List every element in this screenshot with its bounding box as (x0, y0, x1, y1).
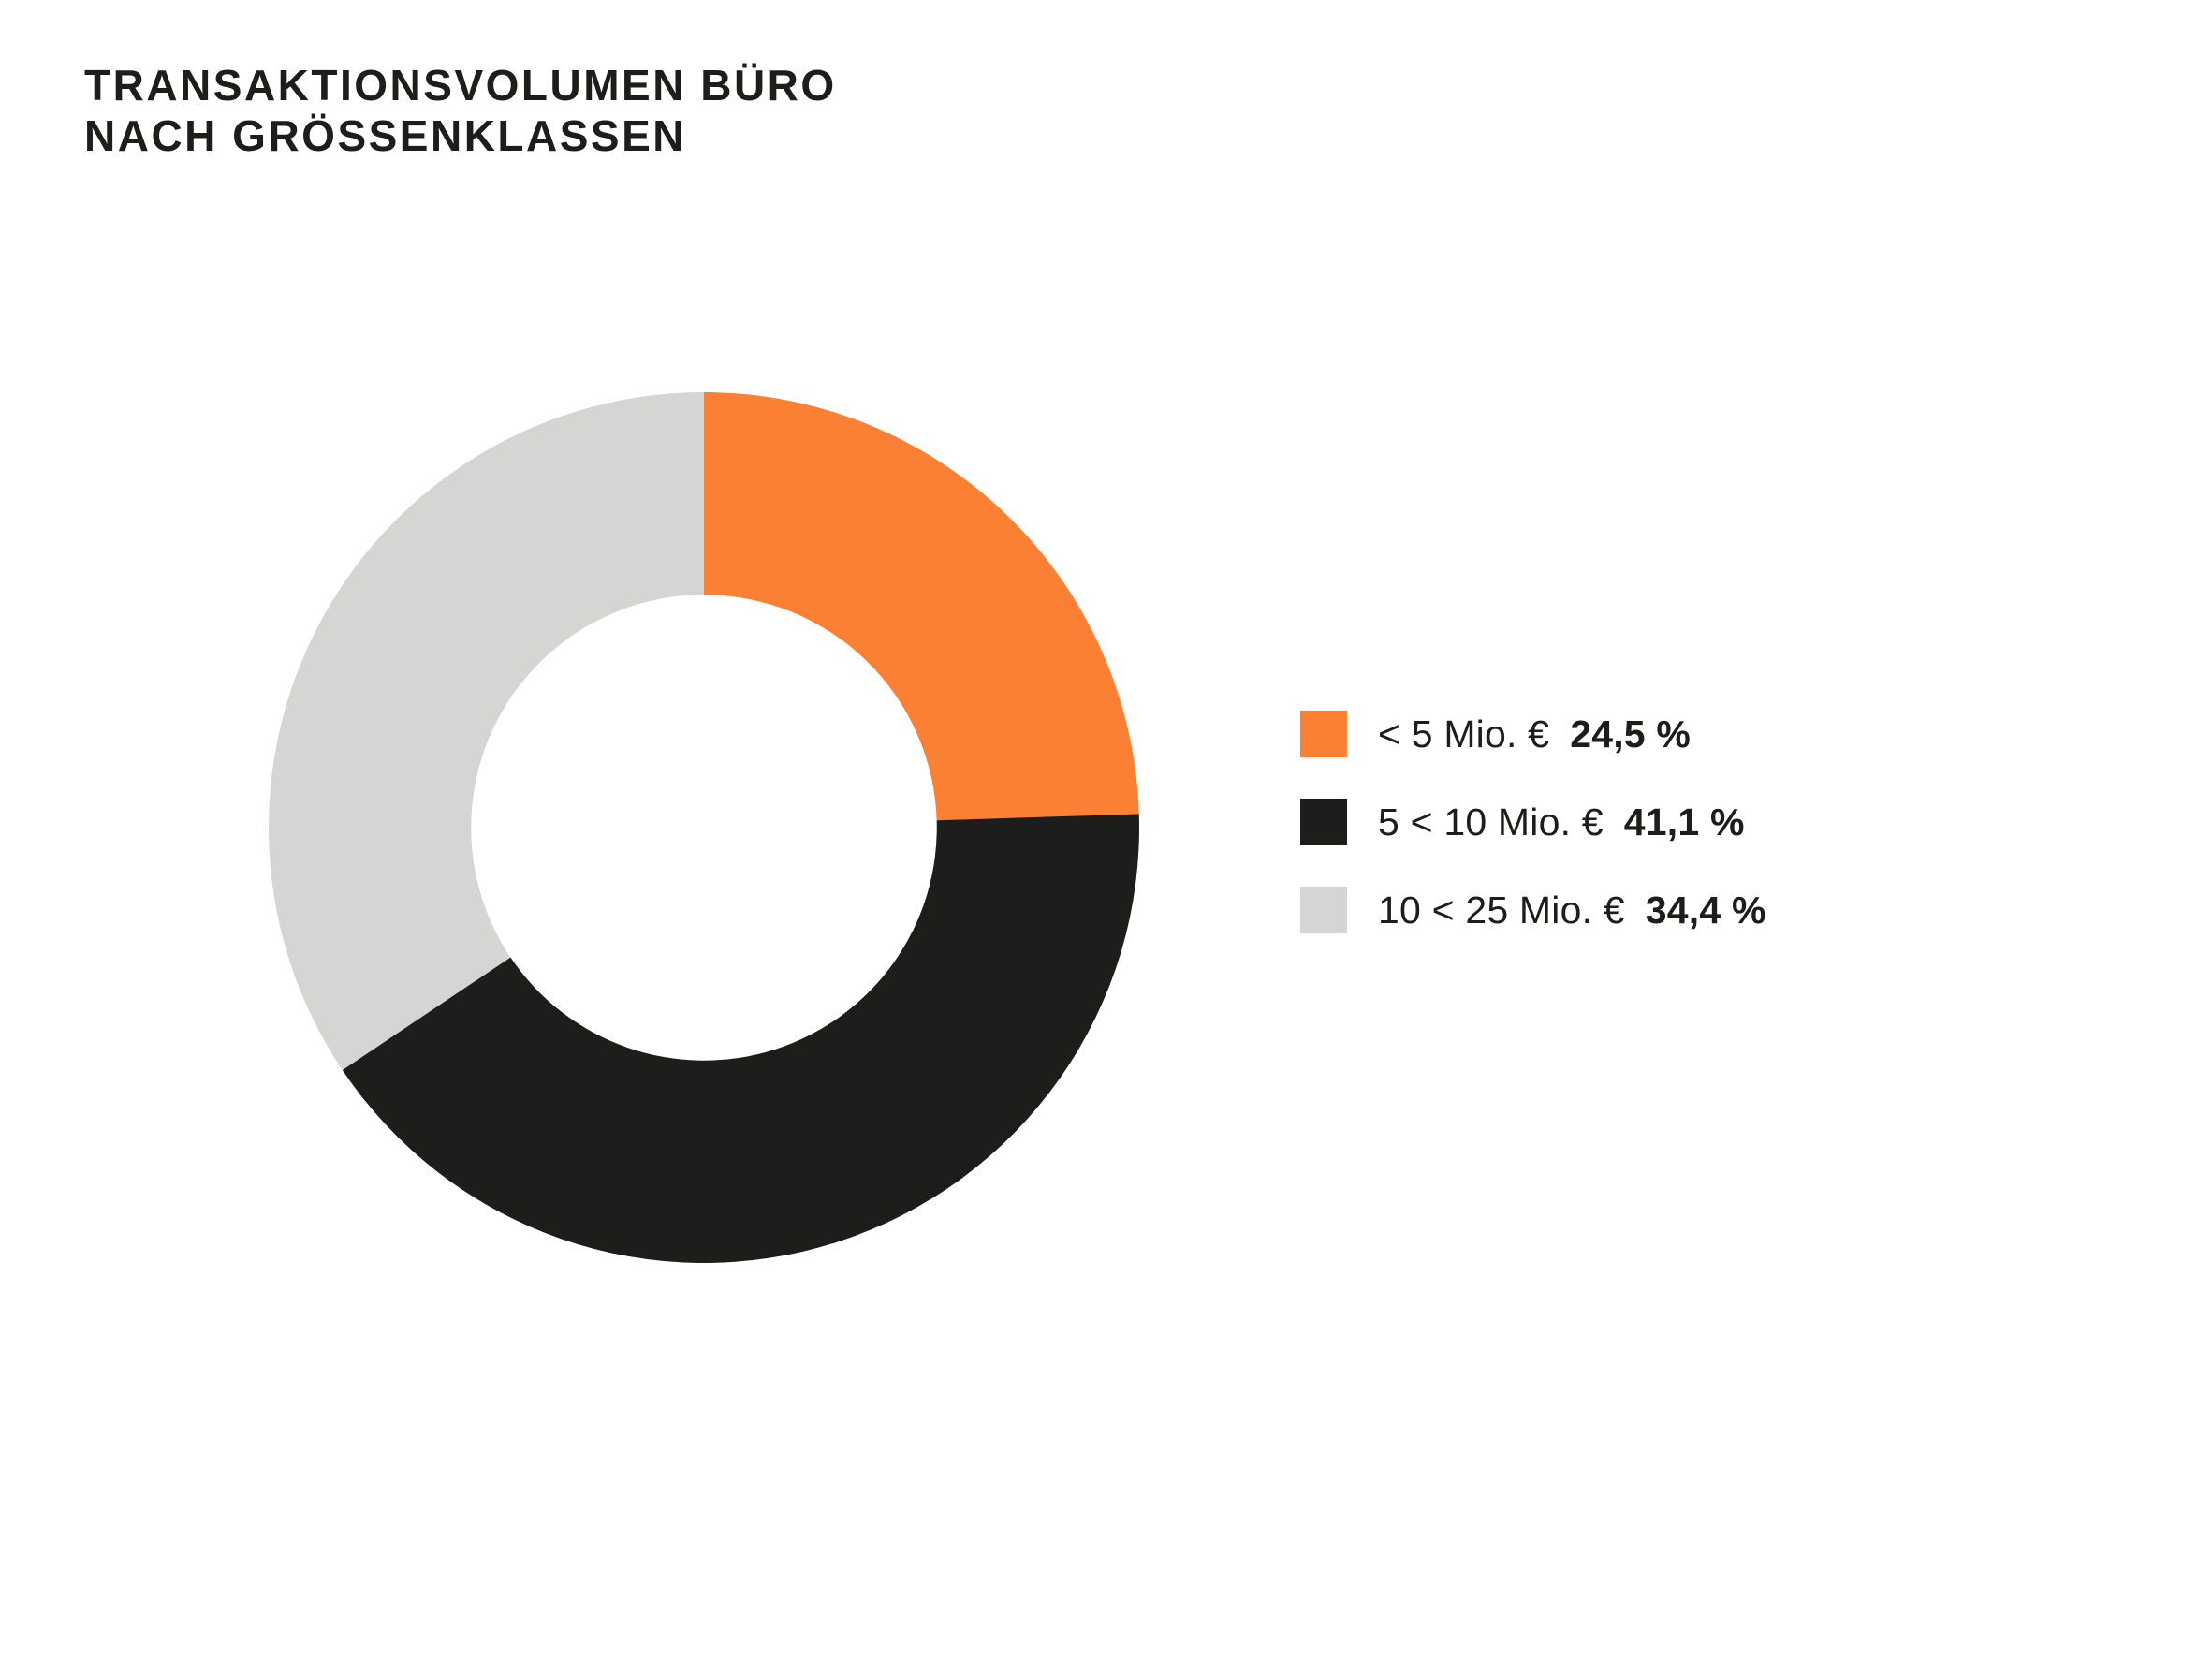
legend-item: 5 < 10 Mio. € 41,1 % (1300, 799, 1766, 845)
legend-item: < 5 Mio. € 24,5 % (1300, 711, 1766, 757)
donut-segment-1 (342, 814, 1139, 1264)
legend-value: 24,5 % (1570, 712, 1692, 756)
donut-chart (264, 388, 1144, 1268)
legend-label: < 5 Mio. € (1378, 712, 1550, 756)
page-title-line1: TRANSAKTIONSVOLUMEN BÜRO (84, 61, 837, 110)
legend-swatch-under-5m (1300, 711, 1347, 757)
legend-swatch-5-to-10m (1300, 799, 1347, 845)
legend-label: 5 < 10 Mio. € (1378, 800, 1604, 844)
donut-chart-svg (268, 392, 1139, 1264)
legend-swatch-10-to-25m (1300, 887, 1347, 933)
legend-label: 10 < 25 Mio. € (1378, 888, 1625, 932)
donut-segment-2 (268, 392, 704, 1070)
page-title-line2: NACH GRÖSSENKLASSEN (84, 111, 687, 160)
chart-legend: < 5 Mio. € 24,5 % 5 < 10 Mio. € 41,1 % 1… (1300, 711, 1766, 933)
legend-value: 34,4 % (1645, 888, 1766, 932)
donut-segment-0 (704, 392, 1139, 821)
legend-item: 10 < 25 Mio. € 34,4 % (1300, 887, 1766, 933)
page-title: TRANSAKTIONSVOLUMEN BÜRO NACH GRÖSSENKLA… (84, 60, 837, 161)
legend-value: 41,1 % (1623, 800, 1745, 844)
